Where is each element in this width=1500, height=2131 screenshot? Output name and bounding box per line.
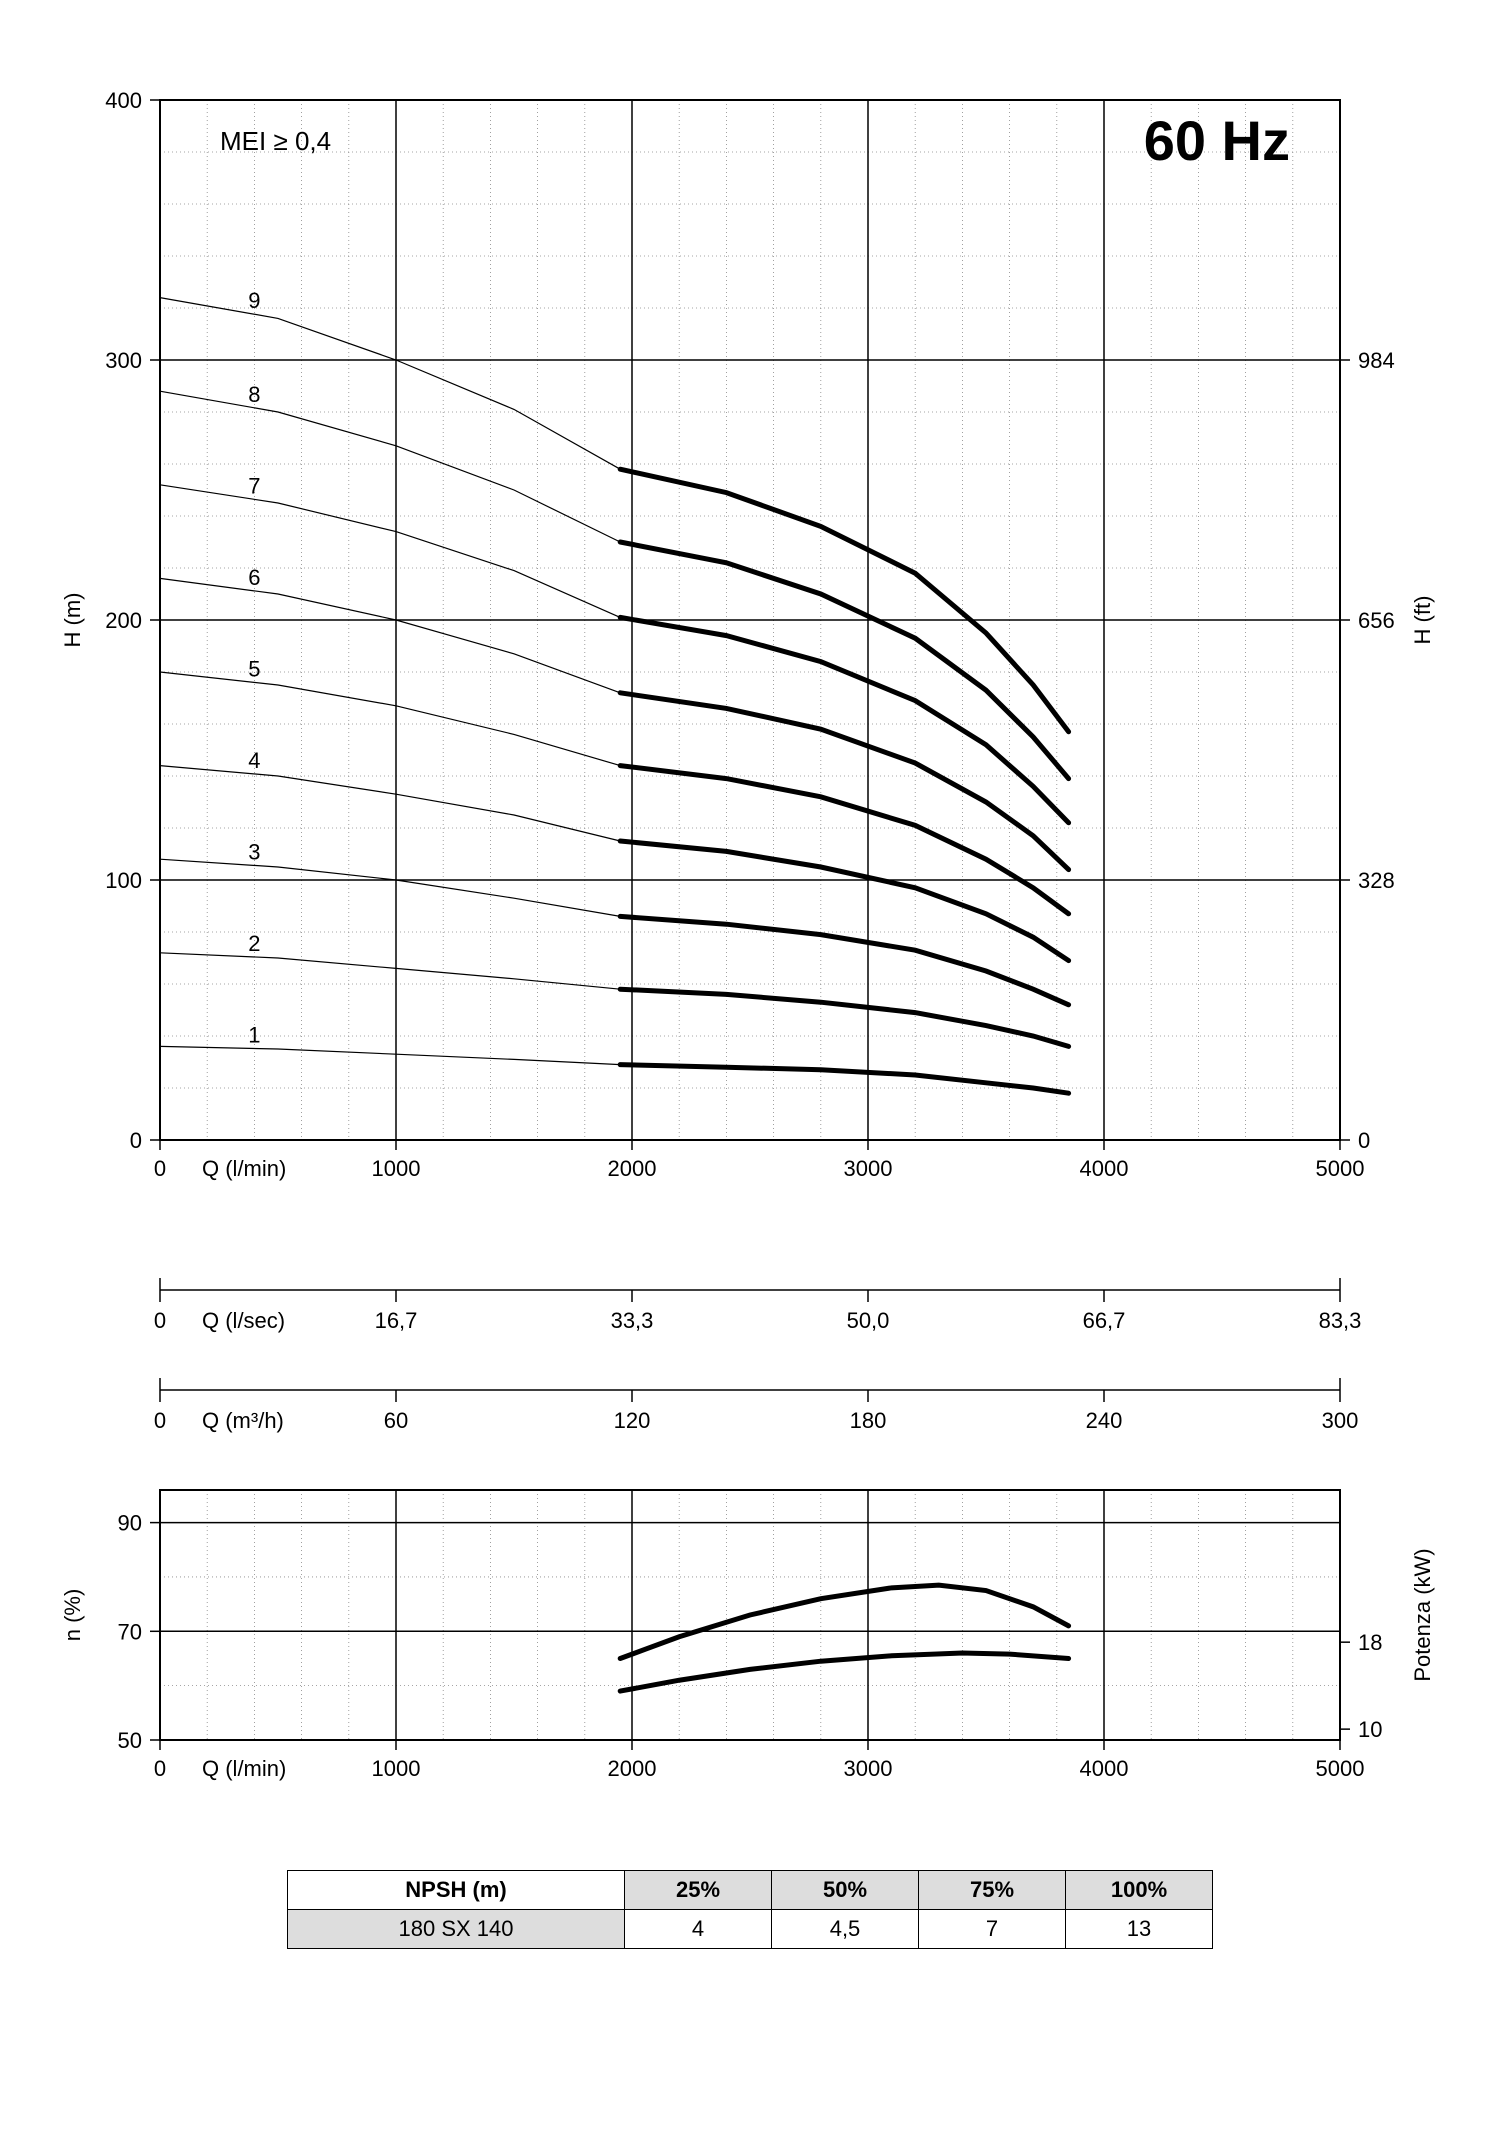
- svg-text:66,7: 66,7: [1083, 1308, 1126, 1333]
- alt-x-scales: 0 16,7 33,3 50,0 66,7 83,3 Q (l/sec) 0 60 120 180 2…: [40, 1260, 1460, 1460]
- svg-text:1: 1: [248, 1022, 260, 1047]
- svg-text:3: 3: [248, 839, 260, 864]
- svg-text:328: 328: [1358, 868, 1395, 893]
- svg-text:90: 90: [118, 1511, 142, 1536]
- svg-text:300: 300: [105, 348, 142, 373]
- svg-text:7: 7: [248, 473, 260, 498]
- svg-text:3000: 3000: [844, 1756, 893, 1781]
- svg-text:2000: 2000: [608, 1756, 657, 1781]
- npsh-table: NPSH (m) 25% 50% 75% 100% 180 SX 140 4 4…: [287, 1870, 1213, 1949]
- svg-text:Q (l/min): Q (l/min): [202, 1756, 286, 1781]
- svg-text:70: 70: [118, 1619, 142, 1644]
- svg-text:0: 0: [154, 1756, 166, 1781]
- svg-text:5000: 5000: [1316, 1156, 1365, 1181]
- svg-text:120: 120: [614, 1408, 651, 1433]
- svg-text:Q (l/sec): Q (l/sec): [202, 1308, 285, 1333]
- svg-text:H (m): H (m): [60, 593, 85, 648]
- svg-text:9: 9: [248, 288, 260, 313]
- svg-text:3000: 3000: [844, 1156, 893, 1181]
- svg-text:60: 60: [384, 1408, 408, 1433]
- svg-text:16,7: 16,7: [375, 1308, 418, 1333]
- svg-text:83,3: 83,3: [1319, 1308, 1362, 1333]
- svg-text:18: 18: [1358, 1630, 1382, 1655]
- svg-text:Potenza (kW): Potenza (kW): [1410, 1548, 1435, 1681]
- svg-text:5: 5: [248, 656, 260, 681]
- svg-text:8: 8: [248, 382, 260, 407]
- svg-text:50,0: 50,0: [847, 1308, 890, 1333]
- svg-text:0: 0: [130, 1128, 142, 1153]
- svg-text:984: 984: [1358, 348, 1395, 373]
- main-head-chart: 010002000300040005000Q (l/min)0100200300…: [40, 40, 1460, 1260]
- svg-text:4000: 4000: [1080, 1756, 1129, 1781]
- svg-text:Q (l/min): Q (l/min): [202, 1156, 286, 1181]
- svg-text:240: 240: [1086, 1408, 1123, 1433]
- svg-text:60 Hz: 60 Hz: [1144, 109, 1290, 172]
- svg-text:4000: 4000: [1080, 1156, 1129, 1181]
- svg-text:300: 300: [1322, 1408, 1359, 1433]
- efficiency-power-chart: 0 1000 2000 3000 4000 5000 Q (l/min) 50 70 90 n (%…: [40, 1460, 1460, 1840]
- svg-text:100: 100: [105, 868, 142, 893]
- svg-text:0: 0: [154, 1156, 166, 1181]
- svg-text:Q (m³/h): Q (m³/h): [202, 1408, 284, 1433]
- svg-text:200: 200: [105, 608, 142, 633]
- svg-text:n (%): n (%): [60, 1589, 85, 1642]
- svg-text:10: 10: [1358, 1717, 1382, 1742]
- svg-text:1000: 1000: [372, 1156, 421, 1181]
- svg-text:4: 4: [248, 748, 260, 773]
- svg-text:2: 2: [248, 931, 260, 956]
- svg-text:5000: 5000: [1316, 1756, 1365, 1781]
- svg-text:656: 656: [1358, 608, 1395, 633]
- model-label: 180 SX 140: [288, 1910, 625, 1949]
- svg-text:33,3: 33,3: [611, 1308, 654, 1333]
- svg-text:H (ft): H (ft): [1410, 596, 1435, 645]
- svg-text:0: 0: [154, 1408, 166, 1433]
- svg-text:6: 6: [248, 565, 260, 590]
- svg-text:0: 0: [1358, 1128, 1370, 1153]
- svg-text:400: 400: [105, 88, 142, 113]
- svg-text:180: 180: [850, 1408, 887, 1433]
- svg-text:50: 50: [118, 1728, 142, 1753]
- svg-text:MEI ≥ 0,4: MEI ≥ 0,4: [220, 126, 331, 156]
- svg-text:0: 0: [154, 1308, 166, 1333]
- svg-text:2000: 2000: [608, 1156, 657, 1181]
- svg-text:1000: 1000: [372, 1756, 421, 1781]
- npsh-header: NPSH (m): [288, 1871, 625, 1910]
